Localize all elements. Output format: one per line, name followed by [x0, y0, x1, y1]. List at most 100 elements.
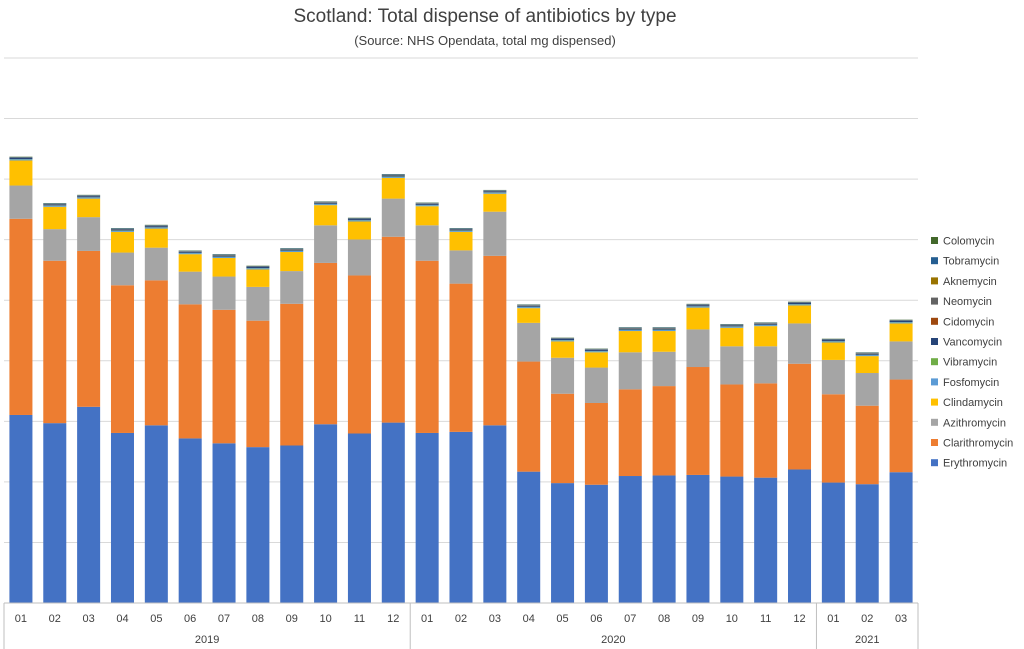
bar-segment-clarithromycin	[652, 386, 676, 476]
legend-label-cidomycin: Cidomycin	[943, 316, 994, 328]
bar-segment-vancomycin	[9, 158, 33, 160]
bar-segment-vancomycin	[415, 203, 439, 205]
bar-segment-clarithromycin	[246, 320, 270, 448]
x-tick-label: 05	[556, 613, 568, 625]
bar-segment-tobramycin	[144, 225, 168, 226]
bar-segment-fosfomycin	[855, 355, 879, 357]
bar-segment-clarithromycin	[686, 367, 710, 475]
bar-segment-azithromycin	[788, 323, 812, 364]
bar-segment-vancomycin	[652, 328, 676, 330]
bar-segment-erythromycin	[246, 447, 270, 603]
legend-swatch-vibramycin	[931, 358, 938, 366]
legend-label-vancomycin: Vancomycin	[943, 337, 1002, 349]
bar-segment-erythromycin	[110, 432, 134, 603]
bar-segment-clarithromycin	[788, 363, 812, 470]
bar-segment-clindamycin	[517, 308, 541, 323]
bar-segment-vancomycin	[144, 226, 168, 228]
bar-segment-azithromycin	[584, 367, 608, 403]
bar-segment-fosfomycin	[821, 341, 845, 343]
bar-segment-azithromycin	[754, 346, 778, 384]
bar-segment-azithromycin	[551, 357, 575, 394]
bar-segment-vancomycin	[43, 204, 67, 206]
bar-segment-clarithromycin	[347, 275, 371, 434]
legend-label-fosfomycin: Fosfomycin	[943, 377, 999, 389]
bar-segment-tobramycin	[43, 203, 67, 204]
bar-segment-azithromycin	[821, 359, 845, 395]
x-group-label: 2021	[855, 634, 879, 646]
legend-label-azithromycin: Azithromycin	[943, 417, 1006, 429]
legend-label-colomycin: Colomycin	[943, 236, 994, 248]
x-tick-label: 04	[523, 613, 535, 625]
x-tick-label: 06	[590, 613, 602, 625]
bar-segment-vancomycin	[788, 302, 812, 305]
x-group-label: 2019	[195, 634, 219, 646]
bar-segment-erythromycin	[381, 422, 405, 603]
legend-swatch-vancomycin	[931, 338, 938, 345]
bar-segment-vancomycin	[314, 202, 338, 204]
bar-segment-clindamycin	[754, 326, 778, 347]
bar-segment-clindamycin	[483, 193, 507, 212]
bar-segment-azithromycin	[618, 352, 642, 390]
bar-segment-erythromycin	[144, 425, 168, 603]
bar-segment-erythromycin	[618, 476, 642, 603]
legend-swatch-clindamycin	[931, 398, 938, 406]
x-axis: 01 02 03 04 05 06 07 08 09 10 11 12 01 02 03 04 05 06 07 08…	[3, 602, 919, 649]
x-tick-label: 01	[421, 613, 433, 625]
legend-label-neomycin: Neomycin	[943, 296, 992, 308]
bar-segment-clarithromycin	[889, 379, 913, 473]
bar-segment-clindamycin	[584, 352, 608, 368]
bar-segment-fosfomycin	[517, 307, 541, 309]
bar-segment-clarithromycin	[551, 393, 575, 484]
bar-segment-tobramycin	[889, 319, 913, 321]
x-tick-label: 10	[726, 613, 738, 625]
bar-segment-azithromycin	[720, 346, 744, 385]
bar-segment-clindamycin	[720, 327, 744, 347]
bar-segment-erythromycin	[449, 431, 473, 603]
bar-segment-erythromycin	[178, 438, 202, 603]
bar-segment-fosfomycin	[415, 205, 439, 207]
bar-segment-erythromycin	[9, 414, 33, 603]
x-tick-label: 01	[15, 613, 27, 625]
bar-segment-clarithromycin	[618, 389, 642, 477]
bar-segment-azithromycin	[43, 229, 67, 261]
bar-segment-vancomycin	[686, 305, 710, 307]
bar-stacks	[9, 156, 913, 603]
bar-segment-clindamycin	[449, 231, 473, 251]
legend-swatch-clarithromycin	[931, 439, 938, 446]
bar-segment-tobramycin	[280, 248, 304, 250]
bar-segment-tobramycin	[178, 250, 202, 252]
bar-segment-clarithromycin	[43, 260, 67, 424]
bar-segment-fosfomycin	[77, 197, 101, 199]
bar-segment-vancomycin	[855, 353, 879, 355]
bar-segment-clindamycin	[889, 323, 913, 342]
x-tick-label: 02	[49, 613, 61, 625]
bar-segment-tobramycin	[652, 327, 676, 329]
bar-segment-clindamycin	[246, 269, 270, 287]
bar-segment-erythromycin	[517, 471, 541, 603]
legend-swatch-fosfomycin	[931, 378, 938, 386]
bar-segment-tobramycin	[551, 337, 575, 339]
bar-segment-clindamycin	[43, 206, 67, 230]
bar-segment-fosfomycin	[652, 329, 676, 332]
bar-segment-azithromycin	[517, 322, 541, 362]
x-tick-label: 03	[83, 613, 95, 625]
bar-segment-clarithromycin	[483, 255, 507, 426]
x-tick-label: 11	[354, 613, 365, 625]
bar-segment-erythromycin	[280, 445, 304, 603]
bar-segment-clarithromycin	[110, 285, 134, 433]
bar-segment-clarithromycin	[9, 218, 33, 415]
bar-segment-vancomycin	[551, 338, 575, 341]
bar-segment-vancomycin	[517, 305, 541, 307]
x-tick-label: 07	[218, 613, 230, 625]
bar-segment-clarithromycin	[754, 383, 778, 478]
bar-segment-fosfomycin	[381, 176, 405, 178]
bar-segment-azithromycin	[483, 211, 507, 256]
bar-segment-vancomycin	[821, 340, 845, 342]
bar-segment-clarithromycin	[381, 236, 405, 423]
bar-segment-vancomycin	[110, 229, 134, 231]
x-tick-label: 08	[252, 613, 264, 625]
bar-segment-tobramycin	[246, 265, 270, 267]
bar-segment-clindamycin	[110, 231, 134, 253]
bar-segment-tobramycin	[788, 301, 812, 303]
x-tick-label: 03	[489, 613, 501, 625]
